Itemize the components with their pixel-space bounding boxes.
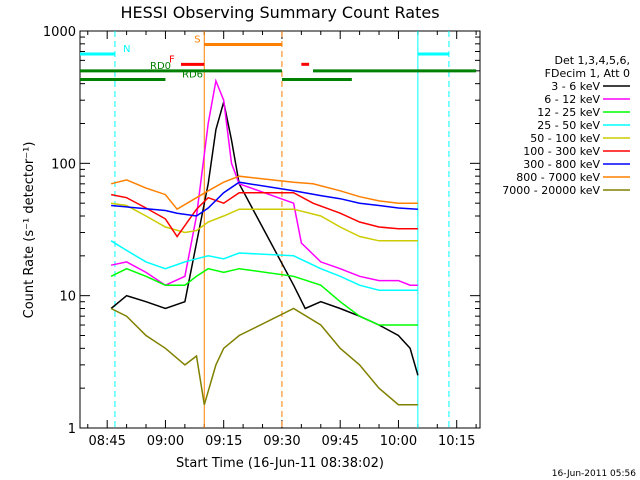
legend: Det 1,3,4,5,6,FDecim 1, Att 03 - 6 keV6 … (502, 54, 630, 197)
legend-entry-label: 800 - 7000 keV (516, 171, 600, 184)
y-tick-label: 1000 (43, 25, 76, 40)
status-bar-label: N (123, 44, 130, 55)
legend-entry-label: 100 - 300 keV (523, 145, 600, 158)
y-tick-label: 1 (68, 422, 76, 437)
legend-header: FDecim 1, Att 0 (545, 67, 630, 80)
x-tick-label: 09:15 (205, 434, 242, 449)
status-bar-label: RD6 (182, 70, 203, 81)
x-tick-label: 09:00 (147, 434, 184, 449)
y-tick-label: 100 (51, 157, 76, 172)
series-line (110, 191, 418, 238)
legend-entry-label: 7000 - 20000 keV (502, 184, 600, 197)
series-line (110, 78, 418, 287)
legend-entry-label: 12 - 25 keV (537, 106, 600, 119)
series-line (110, 175, 418, 211)
series-line (111, 181, 418, 217)
x-tick-label: 10:00 (380, 434, 417, 449)
legend-entry-label: 3 - 6 keV (551, 80, 600, 93)
series-line (110, 307, 418, 406)
series-line (110, 240, 418, 291)
x-axis-ticks: 08:45 09:00 09:15 09:30 09:45 10:00 10:15 (87, 31, 477, 449)
y-axis-ticks: 1 10 100 1000 (43, 25, 480, 437)
footer-timestamp: 16-Jun-2011 05:56 (552, 469, 636, 479)
series-line (110, 202, 418, 242)
series-line (110, 267, 418, 326)
status-bar-label: S (194, 35, 200, 46)
status-bar-label: RD0 (150, 61, 171, 72)
legend-entry-label: 50 - 100 keV (530, 132, 600, 145)
legend-header: Det 1,3,4,5,6, (554, 54, 630, 67)
legend-entry-label: 25 - 50 keV (537, 119, 600, 132)
status-bar-label: F (169, 54, 175, 65)
legend-entry-label: 6 - 12 keV (544, 93, 600, 106)
x-axis-label: Start Time (16-Jun-11 08:38:02) (176, 456, 384, 471)
x-tick-label: 08:45 (88, 434, 125, 449)
plot-frame (79, 30, 481, 429)
x-tick-label: 10:15 (438, 434, 475, 449)
chart-title: HESSI Observing Summary Count Rates (120, 3, 439, 22)
legend-entry-label: 300 - 800 keV (523, 158, 600, 171)
series-lines (110, 78, 419, 406)
y-axis-label: Count Rate (s⁻¹ detector⁻¹) (22, 142, 37, 319)
y-tick-label: 10 (59, 290, 76, 305)
x-tick-label: 09:45 (321, 434, 358, 449)
x-tick-label: 09:30 (263, 434, 300, 449)
